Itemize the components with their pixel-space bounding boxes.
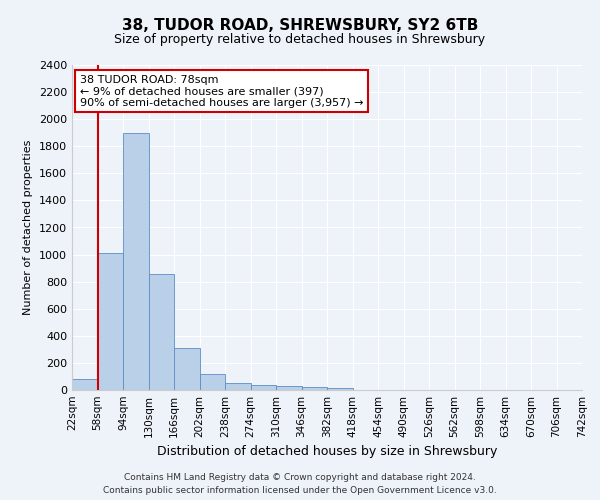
Bar [251,384,276,390]
Bar [327,388,353,390]
Text: 38, TUDOR ROAD, SHREWSBURY, SY2 6TB: 38, TUDOR ROAD, SHREWSBURY, SY2 6TB [122,18,478,32]
Y-axis label: Number of detached properties: Number of detached properties [23,140,34,315]
Bar [97,253,123,390]
Bar [276,386,302,390]
Bar [199,374,225,390]
Text: Contains HM Land Registry data © Crown copyright and database right 2024.
Contai: Contains HM Land Registry data © Crown c… [103,473,497,495]
Bar [149,274,174,390]
X-axis label: Distribution of detached houses by size in Shrewsbury: Distribution of detached houses by size … [157,446,497,458]
Text: 38 TUDOR ROAD: 78sqm
← 9% of detached houses are smaller (397)
90% of semi-detac: 38 TUDOR ROAD: 78sqm ← 9% of detached ho… [80,74,363,108]
Bar [174,348,199,390]
Text: Size of property relative to detached houses in Shrewsbury: Size of property relative to detached ho… [115,32,485,46]
Bar [225,382,251,390]
Bar [123,132,149,390]
Bar [72,379,97,390]
Bar [302,388,327,390]
